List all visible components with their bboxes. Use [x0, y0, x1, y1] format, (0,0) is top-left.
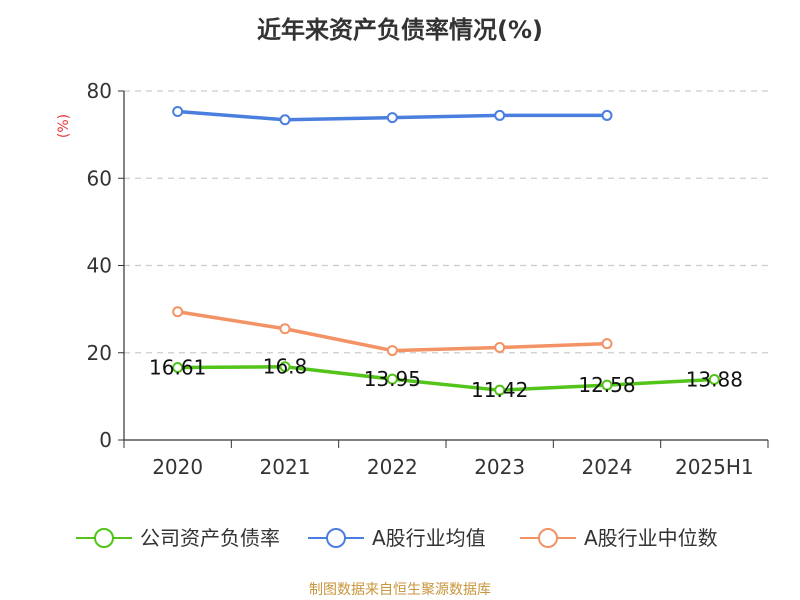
grid-lines	[124, 90, 768, 354]
legend-marker-2	[538, 528, 558, 548]
series-1-point-2	[386, 112, 398, 124]
x-tick-label-2024: 2024	[582, 455, 633, 479]
series-1-point-0	[172, 106, 184, 118]
series-2-point-4	[601, 338, 613, 350]
axes: 0 20 40 60 80 2020 2021 2022 2023 2024 2025H1	[87, 79, 769, 479]
y-tick-label-20: 20	[87, 341, 112, 365]
y-tick-label-0: 0	[99, 428, 112, 452]
series-2-point-3	[494, 342, 506, 354]
series-1-point-1	[279, 114, 291, 126]
legend-marker-1	[326, 528, 346, 548]
series-2-point-1	[279, 323, 291, 335]
source-note: 制图数据来自恒生聚源数据库	[309, 582, 491, 598]
data-label-1: 16.8	[263, 355, 308, 379]
series-1-point-4	[601, 109, 613, 121]
y-axis-label: (%)	[56, 114, 72, 138]
legend-marker-0	[94, 528, 114, 548]
series-0-point-2	[386, 373, 398, 385]
data-label-2: 13.95	[364, 367, 421, 391]
series-line-0	[177, 364, 715, 392]
series-1-point-3	[494, 109, 506, 121]
series-2-point-2	[386, 345, 398, 357]
legend: 公司资产负债率 A股行业均值 A股行业中位数	[76, 526, 718, 550]
series-2-point-0	[172, 306, 184, 318]
series-0-point-4	[601, 379, 613, 391]
series-0-point-0	[172, 362, 184, 374]
x-tick-label-2023: 2023	[474, 455, 525, 479]
data-label-5: 13.88	[686, 367, 743, 391]
data-label-3: 11.42	[471, 378, 528, 402]
data-label-0: 16.61	[149, 356, 206, 380]
y-tick-label-40: 40	[87, 254, 112, 278]
y-tick-label-60: 60	[87, 166, 112, 190]
y-tick-label-80: 80	[87, 79, 112, 103]
x-tick-label-2025H1: 2025H1	[675, 455, 754, 479]
series-line-2	[177, 310, 608, 353]
data-labels: 16.61 16.8 13.95 11.42 12.58 13.88	[149, 355, 743, 402]
series-0-point-5	[708, 373, 720, 385]
chart-title: 近年来资产负债率情况(%)	[257, 16, 543, 44]
legend-label-0: 公司资产负债率	[140, 526, 280, 550]
data-label-4: 12.58	[578, 373, 635, 397]
legend-label-2: A股行业中位数	[584, 526, 718, 550]
series-0-point-3	[494, 384, 506, 396]
series-group	[172, 106, 720, 396]
x-tick-label-2022: 2022	[367, 455, 418, 479]
x-tick-label-2021: 2021	[260, 455, 311, 479]
series-0-point-1	[279, 361, 291, 373]
x-tick-label-2020: 2020	[152, 455, 203, 479]
legend-label-1: A股行业均值	[372, 526, 486, 550]
